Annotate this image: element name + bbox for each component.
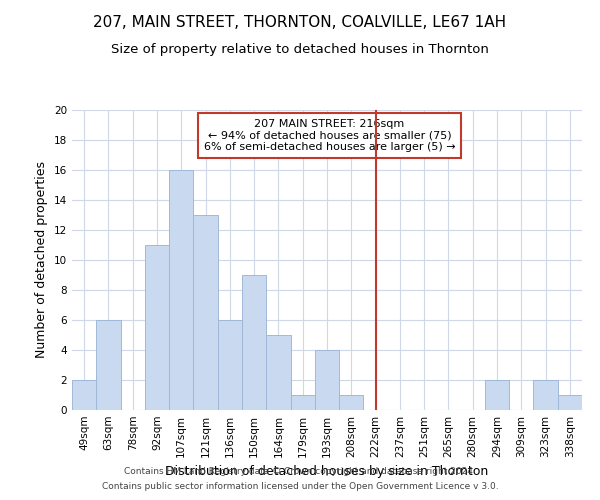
Bar [145, 245, 169, 410]
Bar [169, 170, 193, 410]
Bar [290, 395, 315, 410]
Bar [339, 395, 364, 410]
X-axis label: Distribution of detached houses by size in Thornton: Distribution of detached houses by size … [166, 466, 488, 478]
Text: Contains HM Land Registry data © Crown copyright and database right 2024.: Contains HM Land Registry data © Crown c… [124, 467, 476, 476]
Bar [218, 320, 242, 410]
Text: 207 MAIN STREET: 216sqm
← 94% of detached houses are smaller (75)
6% of semi-det: 207 MAIN STREET: 216sqm ← 94% of detache… [204, 119, 455, 152]
Text: Contains public sector information licensed under the Open Government Licence v : Contains public sector information licen… [101, 482, 499, 491]
Y-axis label: Number of detached properties: Number of detached properties [35, 162, 49, 358]
Bar [558, 395, 582, 410]
Text: 207, MAIN STREET, THORNTON, COALVILLE, LE67 1AH: 207, MAIN STREET, THORNTON, COALVILLE, L… [94, 15, 506, 30]
Bar [193, 215, 218, 410]
Text: Size of property relative to detached houses in Thornton: Size of property relative to detached ho… [111, 42, 489, 56]
Bar [485, 380, 509, 410]
Bar [266, 335, 290, 410]
Bar [315, 350, 339, 410]
Bar [533, 380, 558, 410]
Bar [242, 275, 266, 410]
Bar [72, 380, 96, 410]
Bar [96, 320, 121, 410]
